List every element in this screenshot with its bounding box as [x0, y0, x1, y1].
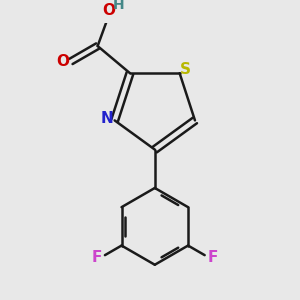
- Text: H: H: [113, 0, 124, 12]
- Text: N: N: [100, 111, 113, 126]
- Text: F: F: [207, 250, 218, 265]
- Text: S: S: [180, 62, 191, 77]
- Text: O: O: [56, 54, 69, 69]
- Text: O: O: [103, 3, 116, 18]
- Text: F: F: [92, 250, 102, 265]
